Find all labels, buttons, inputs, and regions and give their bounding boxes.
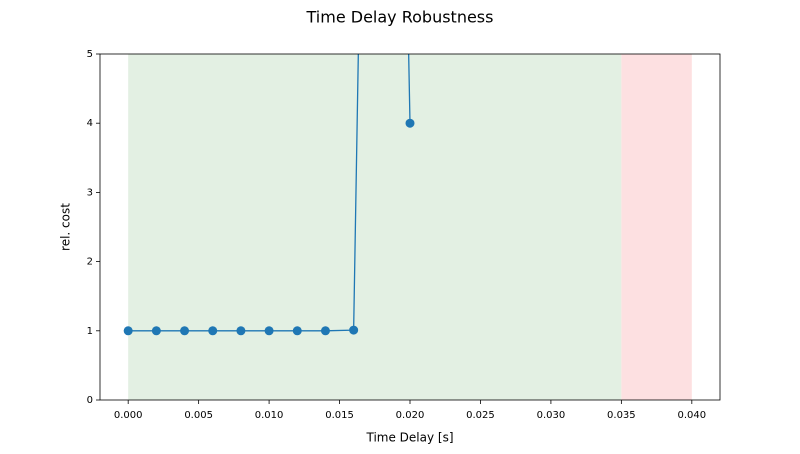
y-axis-label: rel. cost bbox=[59, 203, 73, 251]
marker bbox=[236, 326, 246, 336]
y-tick-label: 0 bbox=[87, 395, 93, 406]
x-axis-label: Time Delay [s] bbox=[365, 431, 453, 445]
y-tick-label: 3 bbox=[87, 187, 93, 198]
x-tick-label: 0.030 bbox=[537, 410, 566, 421]
plot-area bbox=[123, 54, 415, 336]
x-tick-label: 0.000 bbox=[114, 410, 143, 421]
x-tick-label: 0.040 bbox=[677, 410, 706, 421]
x-tick-label: 0.010 bbox=[255, 410, 284, 421]
marker bbox=[123, 326, 133, 336]
y-tick-label: 4 bbox=[87, 118, 93, 129]
shaded-span bbox=[128, 54, 622, 400]
marker bbox=[292, 326, 302, 336]
spans bbox=[128, 54, 692, 400]
chart-title: Time Delay Robustness bbox=[306, 8, 494, 27]
shaded-span bbox=[621, 54, 692, 400]
x-tick-label: 0.020 bbox=[396, 410, 425, 421]
y-tick-label: 1 bbox=[87, 326, 93, 337]
marker bbox=[320, 326, 330, 336]
x-tick-label: 0.035 bbox=[607, 410, 636, 421]
x-tick-label: 0.025 bbox=[466, 410, 495, 421]
marker bbox=[180, 326, 190, 336]
y-tick-label: 2 bbox=[87, 257, 93, 268]
x-tick-label: 0.005 bbox=[184, 410, 213, 421]
marker bbox=[349, 325, 359, 335]
y-tick-label: 5 bbox=[87, 49, 93, 60]
marker bbox=[208, 326, 218, 336]
marker bbox=[264, 326, 274, 336]
marker bbox=[405, 118, 415, 128]
x-tick-label: 0.015 bbox=[325, 410, 354, 421]
marker bbox=[151, 326, 161, 336]
